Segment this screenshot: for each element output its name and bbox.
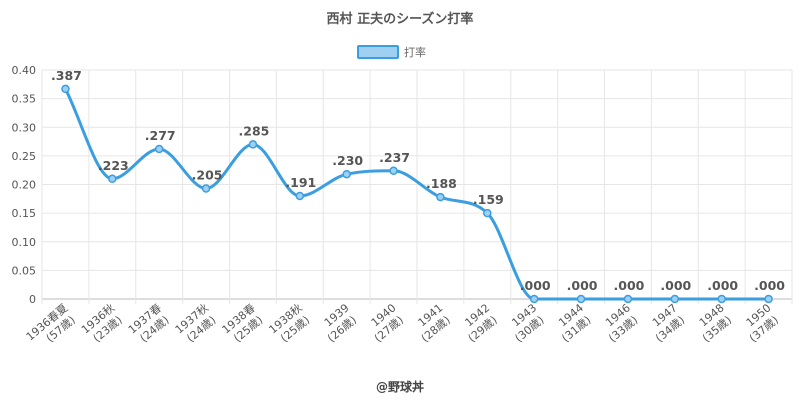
legend-label: 打率 [404, 45, 426, 59]
data-point[interactable] [576, 294, 586, 304]
y-axis: 0 0.05 0.10 0.15 0.20 0.25 0.30 0.35 0.40 [12, 64, 37, 306]
data-point[interactable] [154, 144, 164, 154]
x-tick-label: 1938秋(25歳) [266, 301, 312, 345]
data-point[interactable] [717, 294, 726, 304]
data-point[interactable] [436, 192, 445, 202]
data-point[interactable] [295, 191, 305, 201]
x-tick-label: 1947(34歳) [650, 301, 687, 345]
x-tick-label: 1938春(25歳) [220, 301, 266, 345]
series-line [64, 88, 769, 301]
data-label: .237 [379, 150, 410, 165]
data-label: .191 [285, 175, 316, 190]
y-tick-label: 0.25 [12, 150, 37, 163]
data-point[interactable] [483, 208, 492, 218]
data-point[interactable] [764, 294, 773, 304]
x-tick-label: 1950(37歳) [744, 301, 781, 345]
y-tick-label: 0.35 [12, 93, 37, 106]
x-tick-label: 1939(26歳) [322, 301, 359, 345]
legend[interactable]: 打率 [357, 45, 426, 59]
series-line-layer [64, 88, 769, 301]
x-tick-label: 1946(33歳) [603, 301, 640, 345]
x-tick-label: 1941(28歳) [416, 301, 453, 345]
x-tick-label: 1940(27歳) [369, 301, 406, 345]
data-point[interactable] [248, 140, 258, 149]
data-labels: .387 .223 .277 .205 .285 .191 .230 .237 .188 .159… [51, 68, 785, 293]
chart-title: 西村 正夫のシーズン打率 [327, 11, 474, 27]
data-label: .285 [239, 123, 270, 138]
x-tick-label: 1936春夏(57歳) [24, 301, 78, 345]
x-tick-label: 1936秋(23歳) [78, 301, 124, 345]
data-points [61, 84, 773, 304]
grid [41, 69, 793, 304]
x-tick-label: 1937秋(24歳) [172, 301, 218, 345]
data-point[interactable] [342, 169, 351, 179]
data-label: .159 [473, 192, 504, 207]
data-label: .000 [754, 278, 785, 293]
y-tick-label: 0.10 [12, 236, 37, 249]
y-tick-label: 0.05 [12, 264, 37, 277]
legend-swatch [357, 45, 399, 59]
credit-text: @野球丼 [376, 379, 424, 394]
data-label: .000 [520, 278, 551, 293]
x-tick-label: 1943(30歳) [509, 301, 546, 345]
y-tick-label: 0.30 [12, 121, 37, 134]
y-tick-label: 0.15 [12, 207, 37, 220]
data-label: .277 [145, 128, 176, 143]
data-point[interactable] [201, 184, 211, 193]
data-label: .000 [660, 278, 691, 293]
data-label: .223 [98, 158, 129, 173]
data-point[interactable] [670, 294, 680, 304]
data-point[interactable] [61, 84, 70, 94]
x-tick-label: 1944(31歳) [556, 301, 593, 345]
data-label: .000 [707, 278, 738, 293]
x-tick-label: 1937春(24歳) [126, 301, 172, 345]
data-label: .387 [51, 68, 82, 83]
data-point[interactable] [529, 294, 539, 304]
data-label: .205 [192, 168, 223, 183]
data-point[interactable] [389, 166, 398, 176]
data-label: .000 [567, 278, 598, 293]
data-label: .000 [614, 278, 645, 293]
y-tick-label: 0 [29, 293, 36, 306]
data-label: .188 [426, 176, 457, 191]
y-tick-label: 0.20 [12, 179, 37, 192]
x-tick-label: 1948(35歳) [697, 301, 734, 345]
x-axis: 1936春夏(57歳) 1936秋(23歳) 1937春(24歳) 1937秋(24歳… [24, 301, 781, 345]
data-label: .230 [332, 153, 363, 168]
y-tick-label: 0.40 [12, 64, 37, 77]
x-tick-label: 1942(29歳) [462, 301, 499, 345]
data-point[interactable] [108, 174, 117, 184]
data-point[interactable] [623, 294, 633, 304]
